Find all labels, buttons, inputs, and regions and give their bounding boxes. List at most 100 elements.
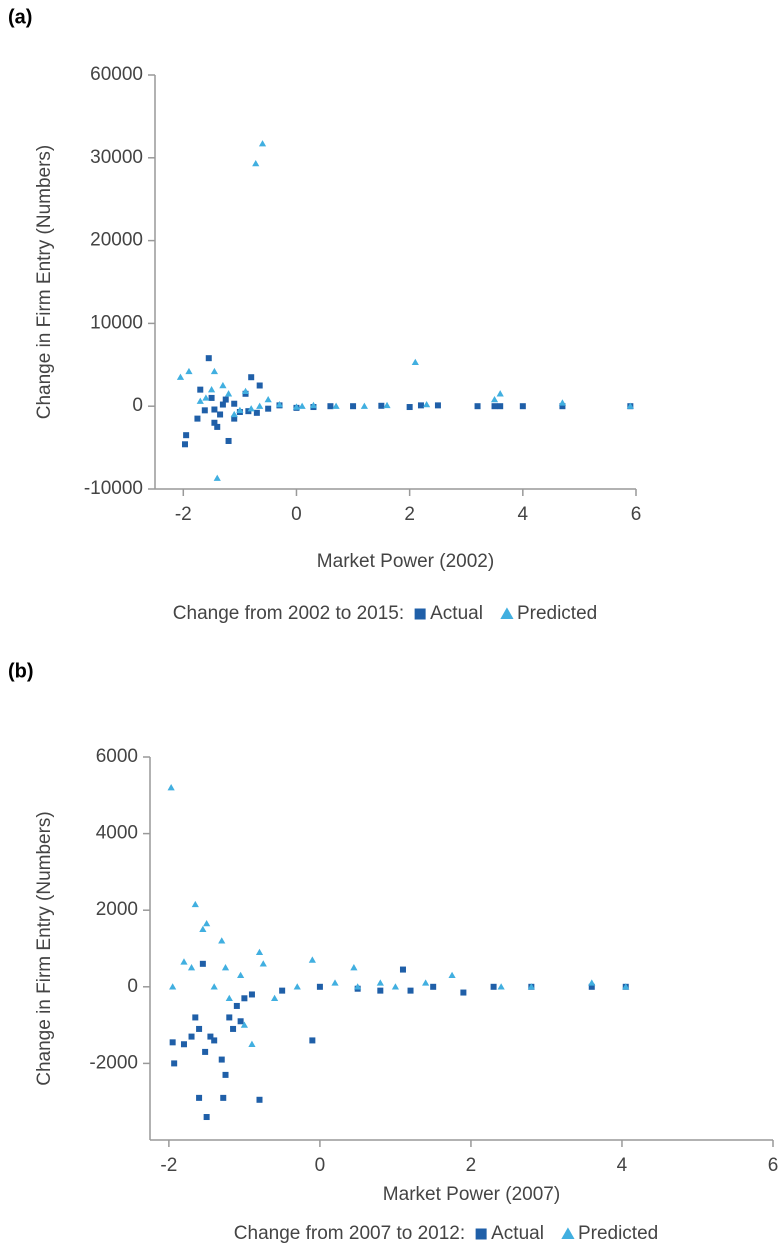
- y-tick-label: -10000: [84, 478, 143, 499]
- marker: [203, 920, 211, 927]
- marker: [185, 367, 193, 375]
- marker: [196, 1094, 203, 1101]
- marker: [248, 991, 255, 998]
- marker: [196, 1025, 203, 1032]
- marker: [222, 1071, 229, 1078]
- marker: [205, 355, 212, 362]
- marker: [201, 407, 208, 414]
- x-tick-label: -2: [160, 1155, 177, 1176]
- marker: [202, 394, 210, 401]
- legend-label: Predicted: [578, 1223, 658, 1244]
- marker: [199, 925, 207, 933]
- marker: [332, 402, 340, 409]
- marker: [316, 983, 323, 990]
- legend: Change from 2002 to 2015: Actual Predicted: [173, 603, 597, 624]
- marker: [167, 784, 175, 791]
- legend: Change from 2007 to 2012: Actual Predicted: [234, 1223, 658, 1244]
- marker: [221, 964, 230, 971]
- marker: [191, 900, 199, 908]
- marker: [236, 406, 244, 414]
- marker: [588, 979, 596, 986]
- marker: [490, 983, 497, 990]
- panel-label: (a): [8, 6, 32, 28]
- marker: [360, 402, 368, 409]
- marker: [240, 1021, 248, 1028]
- marker: [497, 403, 504, 410]
- marker: [430, 983, 437, 990]
- marker: [264, 395, 272, 403]
- marker: [256, 382, 263, 389]
- y-tick-label: 4000: [96, 823, 138, 844]
- marker: [211, 406, 218, 413]
- x-tick-label: 6: [768, 1155, 779, 1176]
- y-tick-label: 2000: [96, 899, 138, 920]
- marker: [275, 400, 284, 408]
- marker: [230, 410, 238, 418]
- marker: [256, 402, 264, 409]
- x-tick-label: 0: [291, 504, 302, 525]
- marker: [475, 1228, 487, 1240]
- marker: [406, 404, 413, 411]
- marker: [309, 401, 318, 409]
- marker: [181, 441, 188, 448]
- marker: [399, 966, 406, 973]
- marker: [474, 403, 481, 410]
- x-tick-label: 4: [617, 1155, 628, 1176]
- marker: [265, 405, 272, 412]
- marker: [561, 1227, 575, 1239]
- marker: [434, 402, 441, 409]
- marker: [233, 1002, 240, 1009]
- marker: [217, 411, 224, 418]
- marker: [194, 415, 201, 422]
- x-tick-label: 6: [631, 504, 642, 525]
- marker: [622, 983, 630, 990]
- marker: [187, 964, 196, 971]
- marker: [211, 419, 218, 426]
- marker: [259, 960, 267, 967]
- y-tick-label: 0: [127, 976, 138, 997]
- marker: [225, 437, 232, 444]
- marker: [241, 995, 248, 1002]
- x-tick-label: -2: [175, 504, 192, 525]
- marker: [255, 948, 264, 956]
- panel-label: (b): [8, 660, 34, 682]
- y-tick-label: 10000: [90, 312, 143, 333]
- marker: [220, 1094, 227, 1101]
- marker: [559, 403, 566, 410]
- marker: [180, 1041, 187, 1048]
- marker: [309, 1037, 316, 1044]
- marker: [588, 983, 595, 990]
- x-axis-title: Market Power (2007): [383, 1184, 560, 1205]
- marker: [203, 1114, 210, 1121]
- marker: [558, 399, 567, 406]
- marker: [192, 1014, 199, 1021]
- marker: [241, 387, 250, 394]
- marker: [448, 971, 456, 979]
- legend-title: Change from 2002 to 2015:: [173, 603, 404, 624]
- marker: [407, 987, 414, 994]
- marker: [231, 415, 238, 422]
- marker: [176, 373, 185, 380]
- marker: [293, 983, 301, 990]
- marker: [248, 1040, 256, 1047]
- marker: [519, 403, 526, 410]
- marker: [213, 474, 221, 481]
- marker: [350, 403, 357, 410]
- marker: [231, 400, 238, 407]
- marker: [527, 983, 535, 990]
- marker: [219, 381, 227, 389]
- marker: [226, 1014, 233, 1021]
- marker: [222, 396, 229, 403]
- marker: [460, 989, 467, 996]
- x-tick-label: 0: [315, 1155, 326, 1176]
- x-axis-title: Market Power (2002): [317, 551, 494, 572]
- marker: [490, 395, 499, 403]
- marker: [423, 400, 431, 408]
- marker: [247, 405, 255, 412]
- y-tick-label: 0: [132, 395, 143, 416]
- marker: [188, 1033, 195, 1040]
- marker: [271, 994, 279, 1001]
- legend-title: Change from 2007 to 2012:: [234, 1223, 465, 1244]
- marker: [237, 1018, 244, 1025]
- marker: [354, 983, 362, 990]
